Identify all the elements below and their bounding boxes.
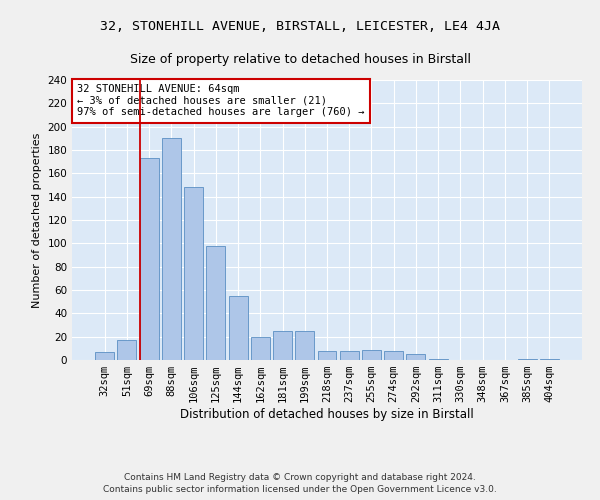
Y-axis label: Number of detached properties: Number of detached properties [32, 132, 42, 308]
Text: 32 STONEHILL AVENUE: 64sqm
← 3% of detached houses are smaller (21)
97% of semi-: 32 STONEHILL AVENUE: 64sqm ← 3% of detac… [77, 84, 365, 117]
Bar [184, 188, 203, 360]
Bar [518, 359, 536, 360]
Text: Contains HM Land Registry data © Crown copyright and database right 2024.
Contai: Contains HM Land Registry data © Crown c… [103, 472, 497, 494]
X-axis label: Distribution of detached houses by size in Birstall: Distribution of detached houses by size … [180, 408, 474, 421]
Text: Size of property relative to detached houses in Birstall: Size of property relative to detached ho… [130, 52, 470, 66]
Bar [162, 138, 181, 360]
Bar [251, 336, 270, 360]
Bar [317, 350, 337, 360]
Bar [384, 350, 403, 360]
Bar [406, 354, 425, 360]
Bar [295, 331, 314, 360]
Bar [140, 158, 158, 360]
Bar [95, 352, 114, 360]
Bar [540, 359, 559, 360]
Bar [273, 331, 292, 360]
Bar [340, 350, 359, 360]
Bar [362, 350, 381, 360]
Text: 32, STONEHILL AVENUE, BIRSTALL, LEICESTER, LE4 4JA: 32, STONEHILL AVENUE, BIRSTALL, LEICESTE… [100, 20, 500, 33]
Bar [118, 340, 136, 360]
Bar [429, 359, 448, 360]
Bar [206, 246, 225, 360]
Bar [229, 296, 248, 360]
